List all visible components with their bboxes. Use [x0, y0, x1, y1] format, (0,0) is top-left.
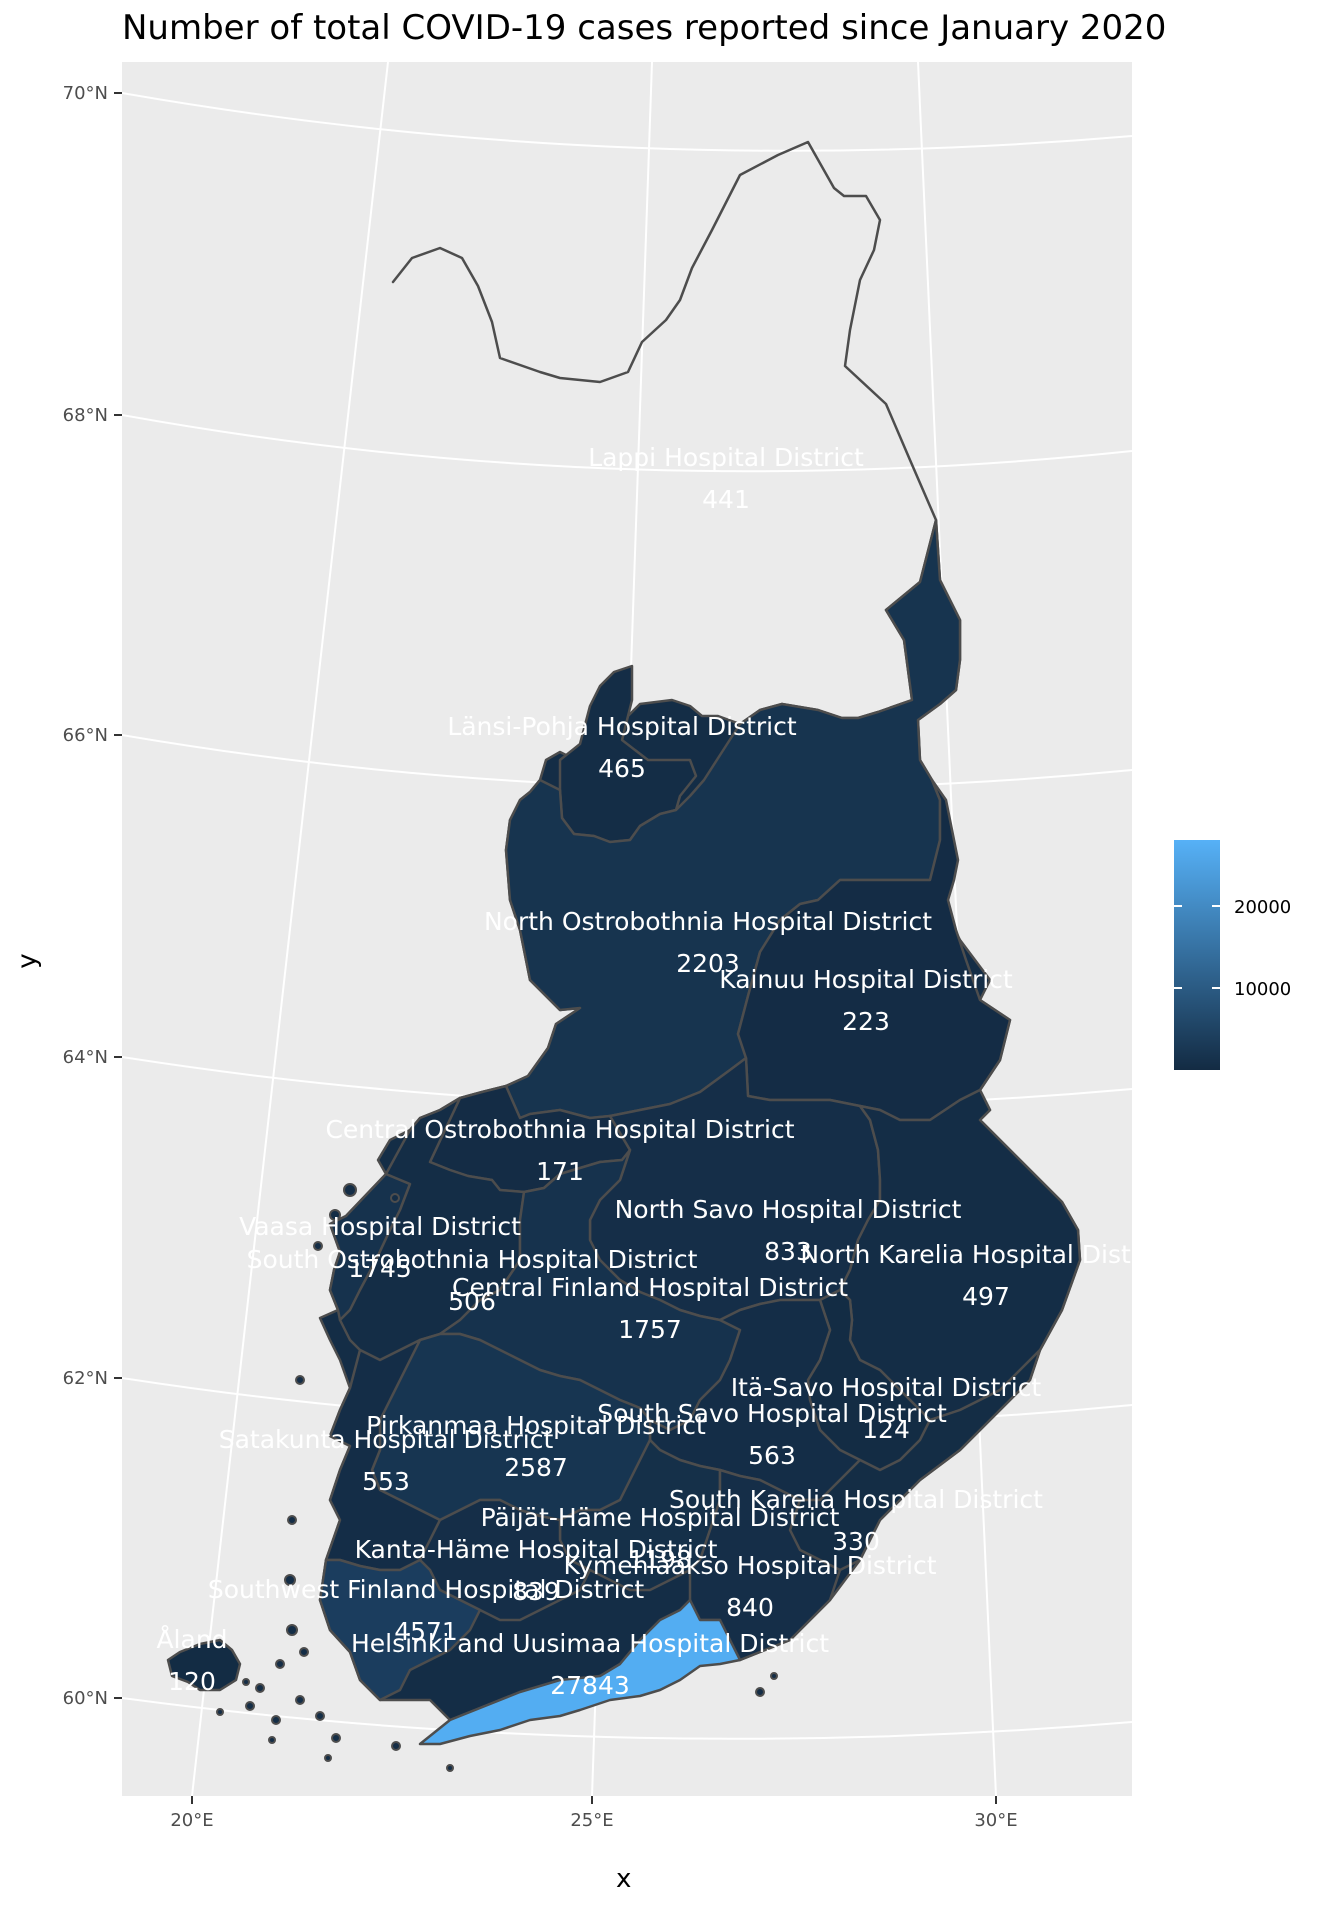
region-cases-kanta-hame: 839 [512, 1577, 560, 1606]
region-name-aland: Åland [156, 1625, 227, 1654]
region-kymenlaakso [688, 1468, 842, 1662]
x-tick-25: 25°E [570, 1810, 613, 1831]
region-name-kanta-hame: Kanta-Häme Hospital District [355, 1535, 718, 1564]
region-name-north-karelia: North Karelia Hospital District [800, 1240, 1171, 1269]
region-cases-satakunta: 553 [362, 1467, 410, 1496]
region-name-kymenlaakso: Kymenlaakso Hospital District [563, 1551, 936, 1580]
parallel-70n [121, 92, 1133, 152]
color-legend: 20000 10000 [1174, 840, 1291, 1070]
region-cases-south-karelia: 330 [832, 1527, 880, 1556]
y-tick-68: 68°N [63, 405, 108, 426]
region-name-south-savo: South Savo Hospital District [597, 1399, 947, 1428]
region-cases-north-karelia: 497 [962, 1282, 1010, 1311]
region-cases-paijat-hame: 1198 [628, 1545, 692, 1574]
y-tick-62: 62°N [63, 1368, 108, 1389]
region-cases-north-savo: 833 [764, 1237, 812, 1266]
region-labels: Lappi Hospital District 441 Länsi-Pohja Ho… [156, 443, 1171, 1700]
region-cases-lappi: 441 [702, 485, 750, 514]
region-name-north-ostrobothnia: North Ostrobothnia Hospital District [484, 907, 932, 936]
meridian-20e [191, 61, 389, 1797]
region-name-helsinki-uusimaa: Helsinki and Uusimaa Hospital District [351, 1629, 829, 1658]
legend-colorbar [1174, 840, 1220, 1070]
region-name-south-ostrobothnia: South Ostrobothnia Hospital District [247, 1245, 698, 1274]
region-name-kainuu: Kainuu Hospital District [719, 965, 1013, 994]
parallel-68n [121, 414, 1133, 473]
region-cases-south-ostrobothnia: 506 [448, 1287, 496, 1316]
legend-tick-20000: 20000 [1234, 897, 1291, 918]
region-cases-pirkanmaa: 2587 [504, 1453, 568, 1482]
region-name-vaasa: Vaasa Hospital District [239, 1212, 521, 1241]
y-tick-60: 60°N [63, 1688, 108, 1709]
region-aland [166, 1638, 242, 1692]
x-tick-30: 30°E [974, 1810, 1017, 1831]
region-cases-southwest-finland: 4571 [394, 1617, 458, 1646]
region-name-lappi: Lappi Hospital District [588, 443, 864, 472]
chart-title: Number of total COVID-19 cases reported … [122, 8, 1167, 48]
region-name-lansi-pohja: Länsi-Pohja Hospital District [447, 712, 797, 741]
y-axis [114, 92, 122, 1699]
region-cases-kainuu: 223 [842, 1007, 890, 1036]
region-name-pirkanmaa: Pirkanmaa Hospital District [366, 1411, 706, 1440]
x-tick-20: 20°E [170, 1810, 213, 1831]
region-name-paijat-hame: Päijät-Häme Hospital District [481, 1503, 840, 1532]
x-axis-title: x [616, 1864, 632, 1894]
region-name-southwest-finland: Southwest Finland Hospital District [208, 1575, 644, 1604]
region-cases-kymenlaakso: 840 [726, 1593, 774, 1622]
region-cases-ita-savo: 124 [862, 1415, 910, 1444]
y-tick-70: 70°N [63, 83, 108, 104]
region-satakunta [324, 1338, 442, 1572]
region-name-central-finland: Central Finland Hospital District [452, 1273, 848, 1302]
region-cases-lansi-pohja: 465 [598, 754, 646, 783]
region-name-south-karelia: South Karelia Hospital District [669, 1485, 1043, 1514]
region-cases-central-finland: 1757 [618, 1315, 682, 1344]
region-name-north-savo: North Savo Hospital District [615, 1195, 962, 1224]
region-cases-aland: 120 [168, 1667, 216, 1696]
region-name-satakunta: Satakunta Hospital District [219, 1425, 554, 1454]
region-name-ita-savo: Itä-Savo Hospital District [731, 1373, 1042, 1402]
y-tick-66: 66°N [63, 725, 108, 746]
region-southwest-finland [318, 1558, 482, 1702]
region-cases-south-savo: 563 [748, 1441, 796, 1470]
region-cases-north-ostrobothnia: 2203 [676, 949, 740, 978]
parallel-60n [121, 1697, 1133, 1740]
region-helsinki-uusimaa [418, 1598, 742, 1746]
x-axis [191, 1796, 997, 1804]
legend-tick-10000: 10000 [1234, 979, 1291, 1000]
region-name-central-ostrobothnia: Central Ostrobothnia Hospital District [325, 1115, 794, 1144]
y-tick-64: 64°N [63, 1047, 108, 1068]
region-cases-helsinki-uusimaa: 27843 [550, 1671, 630, 1700]
archipelago-islands [216, 1183, 778, 1772]
region-cases-central-ostrobothnia: 171 [536, 1157, 584, 1186]
region-cases-vaasa: 1745 [348, 1254, 412, 1283]
